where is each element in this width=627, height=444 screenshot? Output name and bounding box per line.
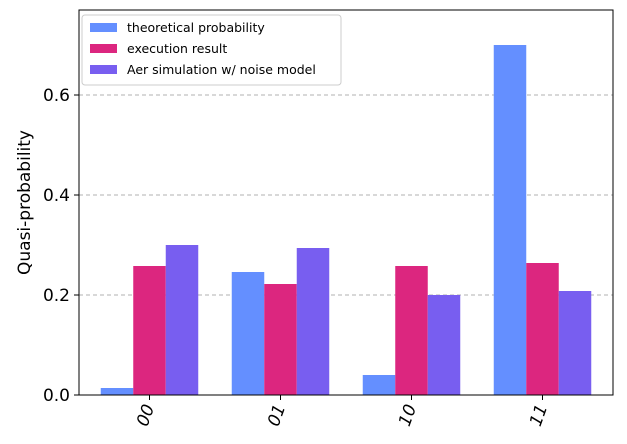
bar-01-series-1 bbox=[231, 272, 265, 395]
bar-11-series-2 bbox=[526, 263, 559, 395]
bar-01-series-3 bbox=[296, 248, 330, 395]
legend-label: theoretical probability bbox=[127, 20, 265, 35]
legend-label: Aer simulation w/ noise model bbox=[127, 62, 316, 77]
y-axis-title: Quasi-probability bbox=[15, 130, 35, 275]
bar-10-series-2 bbox=[395, 266, 428, 395]
bar-00-series-2 bbox=[133, 266, 166, 395]
legend-swatch bbox=[90, 65, 117, 74]
x-tick-label: 10 bbox=[395, 402, 421, 429]
legend-swatch bbox=[90, 44, 117, 53]
x-axis: 00 01 10 11 bbox=[133, 395, 552, 429]
x-tick-label: 11 bbox=[526, 402, 552, 429]
legend-box bbox=[81, 14, 342, 86]
legend-label: execution result bbox=[127, 41, 227, 56]
bar-10-series-3 bbox=[427, 295, 461, 395]
bar-11-series-1 bbox=[493, 45, 527, 395]
y-tick-label: 0.2 bbox=[43, 286, 70, 306]
bar-01-series-2 bbox=[264, 284, 297, 395]
y-tick-label: 0.4 bbox=[43, 186, 70, 206]
y-axis: 0.0 0.2 0.4 0.6 bbox=[43, 86, 79, 406]
plot-frame bbox=[78, 9, 614, 396]
y-tick-label: 0.6 bbox=[43, 86, 70, 106]
bars-group bbox=[100, 45, 592, 395]
y-tick-label: 0.0 bbox=[43, 386, 70, 406]
legend: theoretical probability execution result A… bbox=[81, 14, 342, 86]
bar-11-series-3 bbox=[558, 291, 592, 395]
legend-swatch bbox=[90, 23, 117, 32]
bar-00-series-1 bbox=[100, 388, 134, 395]
bar-00-series-3 bbox=[165, 245, 199, 395]
x-tick-label: 01 bbox=[264, 402, 290, 429]
bar-10-series-1 bbox=[362, 375, 396, 395]
x-tick-label: 00 bbox=[133, 402, 159, 429]
